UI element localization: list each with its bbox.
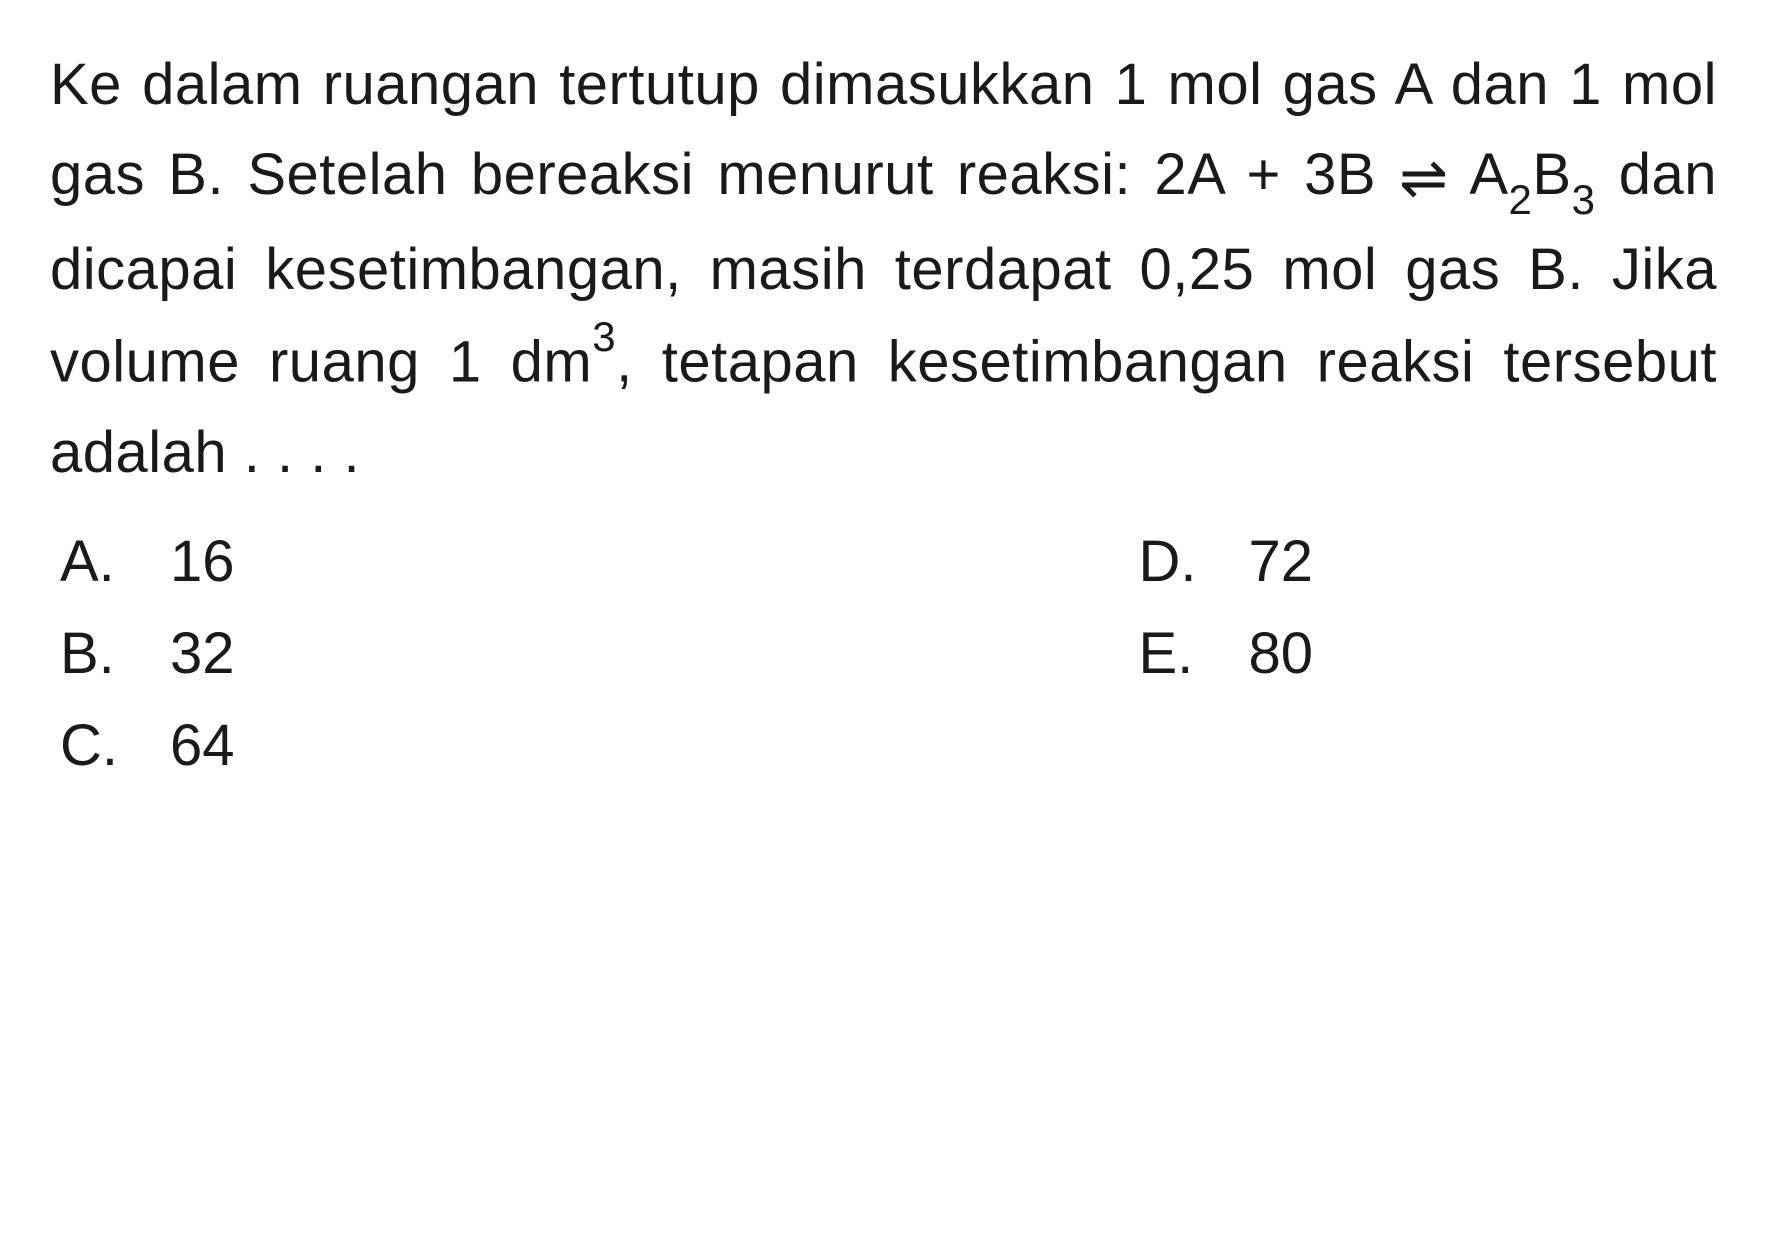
question-line-3-part3: B [1532,142,1571,207]
option-e: E. 80 [1139,620,1718,687]
option-e-value: 80 [1249,620,1329,687]
question-text: Ke dalam ruangan tertutup dimasukkan 1 m… [50,40,1717,498]
option-b-value: 32 [170,620,250,687]
subscript-3: 3 [1572,176,1596,223]
option-d-value: 72 [1249,528,1329,595]
question-line-7: adalah . . . . [50,420,360,485]
question-line-5-part2: , [616,330,633,395]
option-c-value: 64 [170,712,250,779]
equilibrium-icon [1399,164,1449,194]
option-d: D. 72 [1139,528,1718,595]
option-b: B. 32 [60,620,639,687]
option-a: A. 16 [60,528,639,595]
option-b-letter: B. [60,620,120,687]
answer-options: A. 16 D. 72 B. 32 E. 80 C. 64 [50,528,1717,779]
subscript-2: 2 [1509,176,1533,223]
option-d-letter: D. [1139,528,1199,595]
option-c: C. 64 [60,712,639,779]
option-c-letter: C. [60,712,120,779]
question-line-3-part1: bereaksi menurut reaksi: 2A + 3B [471,142,1399,207]
question-line-1: Ke dalam ruangan tertutup dimasukkan [50,52,1095,117]
option-a-letter: A. [60,528,120,595]
question-line-3-part2: A [1449,142,1508,207]
option-a-value: 16 [170,528,250,595]
option-e-letter: E. [1139,620,1199,687]
question-line-6: tetapan kesetimbangan reaksi tersebut [662,330,1717,395]
superscript-3: 3 [592,313,616,360]
